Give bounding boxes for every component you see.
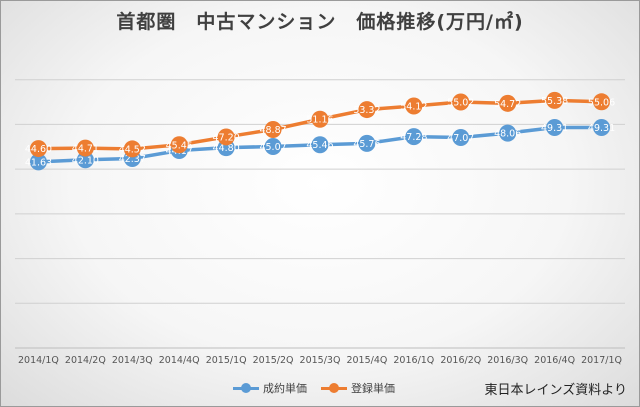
data-label-series-0: 45.76 xyxy=(353,139,380,150)
legend-item-series-0: 成約単価 xyxy=(233,380,307,396)
x-tick-label: 2016/4Q xyxy=(534,355,575,366)
legend-label-series-0: 成約単価 xyxy=(263,382,307,395)
x-tick-label: 2014/1Q xyxy=(18,355,59,366)
legend-swatch-series-1 xyxy=(321,383,347,393)
data-label-series-0: 49.31 xyxy=(541,123,568,134)
data-point-series-1 xyxy=(76,139,94,157)
data-point-series-0 xyxy=(76,151,94,169)
x-tick-label: 2015/2Q xyxy=(253,355,294,366)
data-point-series-1 xyxy=(593,93,611,111)
data-label-series-0: 48.06 xyxy=(494,129,521,140)
data-point-series-0 xyxy=(499,124,517,142)
data-label-series-0: 45.07 xyxy=(259,142,286,153)
x-tick-label: 2017/1Q xyxy=(581,355,622,366)
data-label-series-0: 47.28 xyxy=(400,132,427,143)
data-point-series-1 xyxy=(546,91,564,109)
data-label-series-0: 47.07 xyxy=(447,133,474,144)
data-point-series-1 xyxy=(452,93,470,111)
data-point-series-1 xyxy=(358,101,376,119)
x-tick-label: 2015/1Q xyxy=(206,355,247,366)
data-label-series-1: 45.45 xyxy=(166,140,193,151)
data-point-series-0 xyxy=(311,136,329,154)
data-point-series-1 xyxy=(311,110,329,128)
x-tick-label: 2014/4Q xyxy=(159,355,200,366)
data-point-series-0 xyxy=(546,119,564,137)
data-point-series-1 xyxy=(217,128,235,146)
data-label-series-1: 51.16 xyxy=(306,115,333,126)
source-note: 東日本レインズ資料より xyxy=(484,383,627,398)
data-point-series-0 xyxy=(593,119,611,137)
x-tick-label: 2014/2Q xyxy=(65,355,106,366)
data-label-series-1: 44.71 xyxy=(72,144,99,155)
data-label-series-1: 44.52 xyxy=(119,144,146,155)
data-label-series-1: 54.12 xyxy=(400,102,427,113)
data-point-series-0 xyxy=(264,137,282,155)
data-label-series-1: 47.20 xyxy=(213,132,240,143)
data-point-series-0 xyxy=(452,129,470,147)
data-label-series-1: 48.87 xyxy=(259,125,286,136)
data-label-series-0: 49.31 xyxy=(588,123,615,134)
data-label-series-1: 55.06 xyxy=(588,97,615,108)
legend-item-series-1: 登録単価 xyxy=(321,380,395,396)
data-label-series-1: 53.32 xyxy=(353,105,380,116)
data-label-series-0: 42.37 xyxy=(119,154,146,165)
data-label-series-0: 45.46 xyxy=(306,140,333,151)
x-tick-label: 2014/3Q xyxy=(112,355,153,366)
x-tick-label: 2016/2Q xyxy=(440,355,481,366)
legend-swatch-series-0 xyxy=(233,383,259,393)
x-tick-label: 2016/1Q xyxy=(393,355,434,366)
data-label-series-1: 54.72 xyxy=(494,99,521,110)
data-label-series-0: 44.80 xyxy=(213,143,240,154)
chart-title: 首都圏 中古マンション 価格推移(万円/㎡) xyxy=(116,11,524,33)
data-label-series-0: 41.63 xyxy=(25,157,52,168)
x-tick-label: 2015/4Q xyxy=(346,355,387,366)
data-point-series-1 xyxy=(264,120,282,138)
data-point-series-1 xyxy=(499,94,517,112)
data-label-series-1: 55.38 xyxy=(541,96,568,107)
data-point-series-1 xyxy=(29,140,47,158)
x-tick-label: 2015/3Q xyxy=(300,355,341,366)
data-label-series-1: 55.02 xyxy=(447,97,474,108)
chart-legend: 成約単価 登録単価 xyxy=(233,379,409,397)
legend-label-series-1: 登録単価 xyxy=(351,382,395,395)
data-point-series-1 xyxy=(405,97,423,115)
data-label-series-0: 42.10 xyxy=(72,155,99,166)
data-point-series-0 xyxy=(29,153,47,171)
data-point-series-0 xyxy=(358,134,376,152)
data-point-series-0 xyxy=(405,128,423,146)
data-label-series-1: 44.60 xyxy=(25,144,52,155)
data-point-series-1 xyxy=(123,140,141,158)
x-tick-label: 2016/3Q xyxy=(487,355,528,366)
data-point-series-1 xyxy=(170,136,188,154)
